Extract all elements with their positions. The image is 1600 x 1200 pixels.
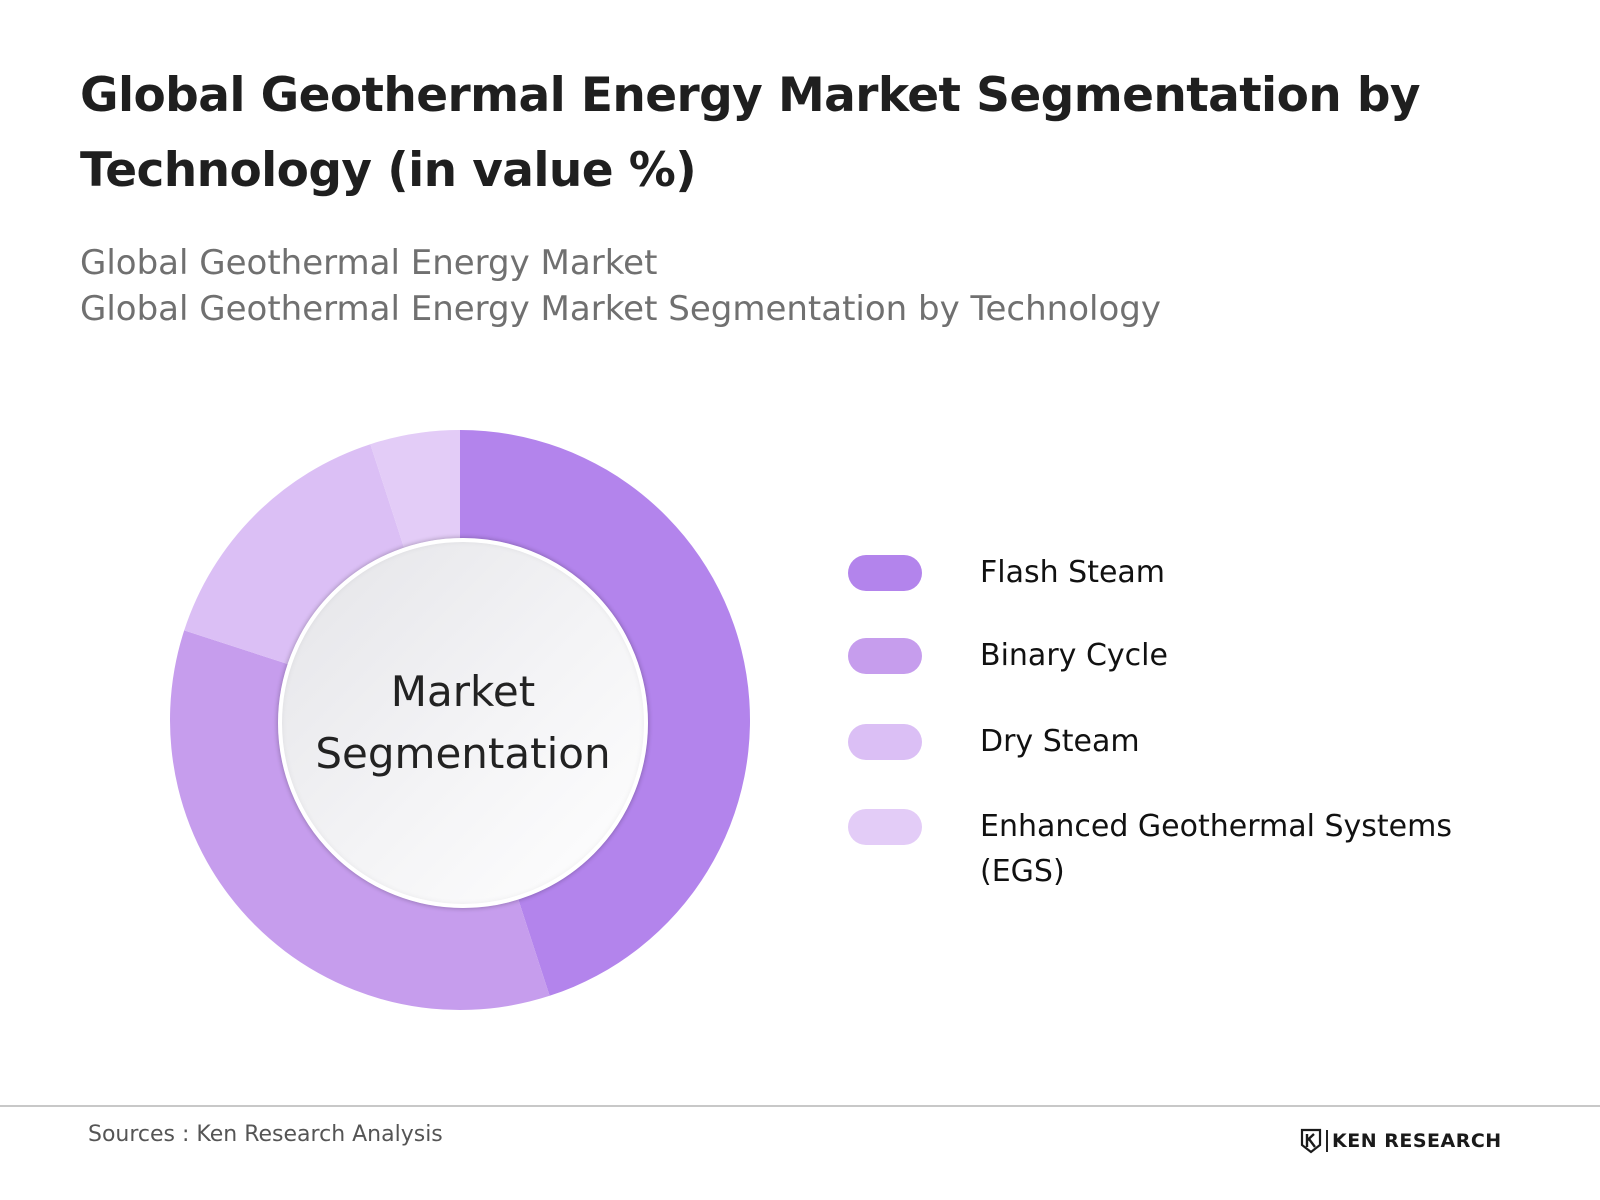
legend-label: Binary Cycle: [980, 638, 1168, 673]
donut-svg: [170, 430, 750, 1010]
donut-chart: Market Segmentation: [170, 430, 770, 1030]
legend-label: Enhanced Geothermal Systems (EGS): [980, 809, 1452, 889]
brand-logo: KEN RESEARCH: [1300, 1126, 1502, 1156]
chart-subtitle: Global Geothermal Energy Market Global G…: [80, 240, 1161, 332]
legend-label: Flash Steam: [980, 555, 1166, 590]
legend-swatch: [848, 555, 922, 591]
chart-title: Global Geothermal Energy Market Segmenta…: [80, 68, 1421, 198]
brand-name: KEN RESEARCH: [1332, 1130, 1502, 1152]
subtitle-line: Global Geothermal Energy Market Segmenta…: [80, 289, 1161, 329]
donut-slice: [170, 630, 550, 1010]
legend-swatch: [848, 724, 922, 760]
source-note: Sources : Ken Research Analysis: [88, 1122, 443, 1147]
ken-research-logo-icon: [1300, 1128, 1322, 1154]
legend-swatch: [848, 809, 922, 845]
legend-swatch: [848, 638, 922, 674]
donut-center-label: Market Segmentation: [315, 667, 611, 778]
footer-divider: [0, 1105, 1600, 1107]
subtitle-line: Global Geothermal Energy Market: [80, 243, 658, 283]
donut-slice: [460, 430, 750, 996]
donut-slice: [370, 430, 460, 549]
brand-separator: [1326, 1130, 1328, 1152]
legend-label: Dry Steam: [980, 724, 1140, 759]
donut-center-disc: [278, 538, 648, 908]
donut-slice: [184, 444, 405, 665]
